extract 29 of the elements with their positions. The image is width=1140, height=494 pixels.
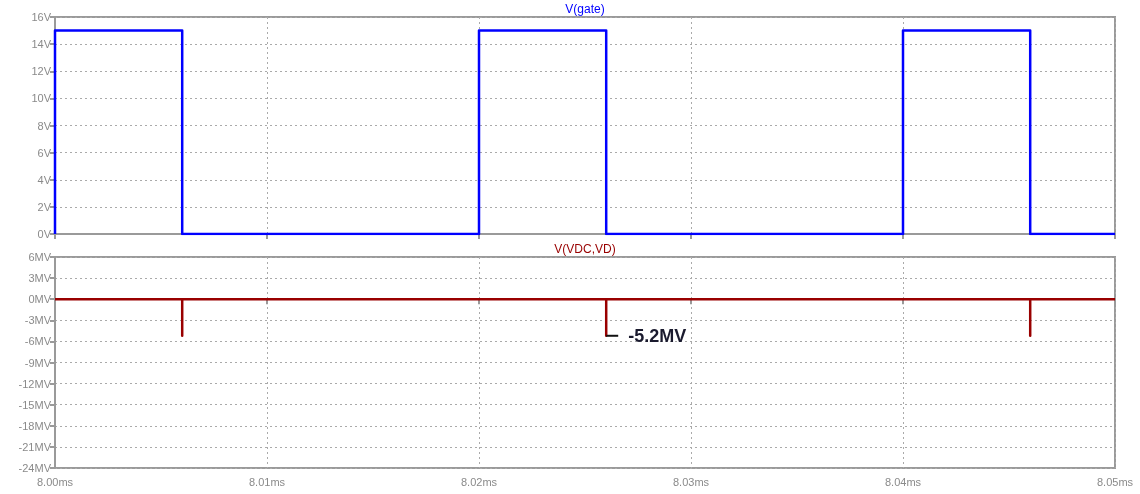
y-tick-label: 4V (37, 173, 52, 186)
y-tick-label: 14V (31, 38, 52, 51)
x-tick-label: 8.01ms (248, 475, 286, 488)
y-tick-label: 6MV (28, 251, 52, 263)
x-tick-label: 8.05ms (1096, 475, 1134, 488)
y-tick-label: 16V (31, 11, 52, 23)
y-tick-label: 0MV (28, 293, 52, 306)
text: V(VDC,VD) (554, 242, 616, 256)
y-tick-label: 3MV (28, 272, 52, 285)
y-tick-label: 12V (31, 65, 52, 78)
y-tick-label: -21MV (18, 440, 52, 453)
y-tick-label: 2V (37, 200, 52, 213)
annotation: -5.2MV (628, 325, 687, 346)
y-tick-label: -6MV (24, 335, 52, 348)
x-tick-label: 8.00ms (36, 475, 74, 488)
series-label: V(gate) (565, 2, 605, 16)
y-tick-label: -18MV (18, 419, 52, 432)
y-tick-label: -15MV (18, 398, 52, 411)
x-tick-label: 8.03ms (672, 475, 710, 488)
y-tick-label: 6V (37, 146, 52, 159)
x-tick-label: 8.04ms (884, 475, 922, 488)
y-tick-label: 0V (37, 228, 52, 240)
y-tick-label: -3MV (24, 314, 52, 327)
y-tick-label: -24MV (18, 462, 52, 474)
y-tick-label: -9MV (24, 356, 52, 369)
y-tick-label: -12MV (18, 377, 52, 390)
y-tick-label: 8V (37, 119, 52, 132)
y-tick-label: 10V (31, 92, 52, 105)
x-tick-label: 8.02ms (460, 475, 498, 488)
